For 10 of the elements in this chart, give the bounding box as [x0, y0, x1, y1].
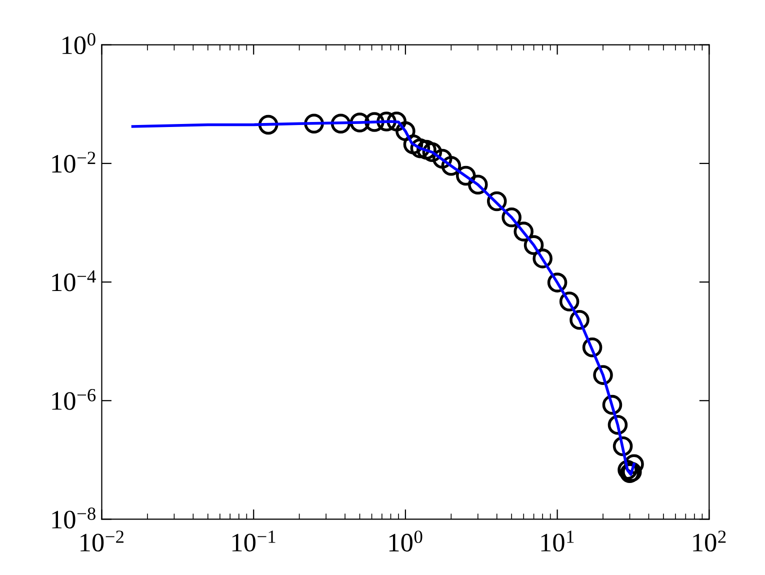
- y-tick-label: 10$^{−6}$: [52, 388, 96, 410]
- y-tick-label: 10$^{−2}$: [52, 152, 96, 173]
- y-tick-label: 10$^{−4}$: [52, 270, 96, 292]
- y-tick-label: 10$^{−8}$: [52, 508, 96, 529]
- x-tick-label: 10$^{0}$: [389, 530, 422, 552]
- x-tick-label: 10$^{1}$: [541, 530, 574, 552]
- x-tick-label: 10$^{−2}$: [80, 530, 124, 552]
- x-tick-label: 10$^{2}$: [693, 530, 726, 552]
- y-tick-label: 10$^{0}$: [62, 33, 96, 54]
- x-tick-label: 10$^{−1}$: [232, 530, 276, 552]
